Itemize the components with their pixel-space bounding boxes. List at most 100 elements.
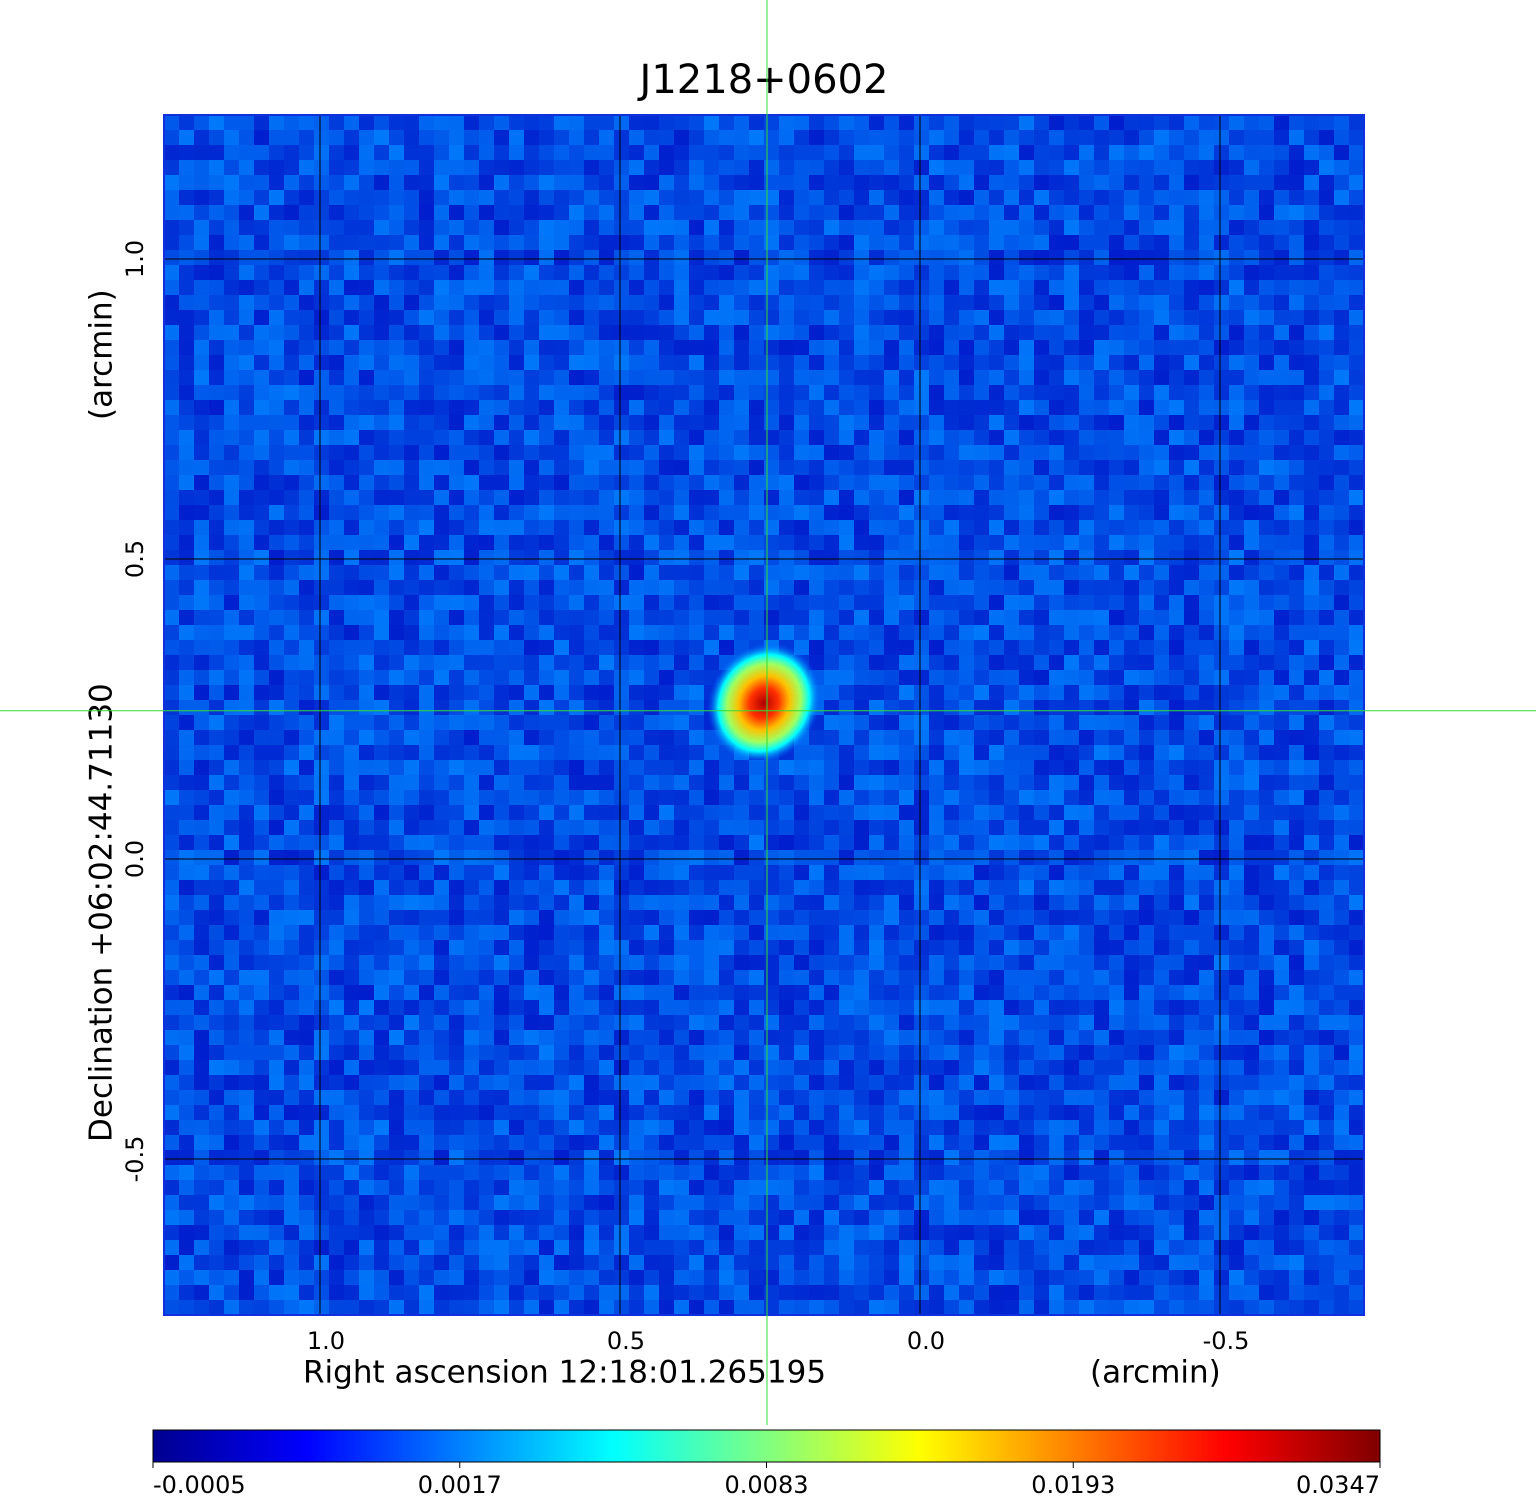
noise-pixel: [539, 1030, 554, 1045]
noise-pixel: [749, 175, 764, 190]
noise-pixel: [1274, 145, 1289, 160]
noise-pixel: [224, 820, 239, 835]
noise-pixel: [1109, 580, 1124, 595]
noise-pixel: [509, 985, 524, 1000]
noise-pixel: [1244, 625, 1259, 640]
noise-pixel: [869, 370, 884, 385]
noise-pixel: [839, 505, 854, 520]
noise-pixel: [494, 340, 509, 355]
noise-pixel: [524, 220, 539, 235]
noise-pixel: [1034, 370, 1049, 385]
noise-pixel: [854, 640, 869, 655]
noise-pixel: [974, 850, 989, 865]
noise-pixel: [539, 340, 554, 355]
noise-pixel: [509, 565, 524, 580]
noise-pixel: [914, 325, 929, 340]
noise-pixel: [899, 985, 914, 1000]
noise-pixel: [974, 220, 989, 235]
noise-pixel: [1019, 685, 1034, 700]
noise-pixel: [899, 265, 914, 280]
noise-pixel: [1214, 610, 1229, 625]
noise-pixel: [569, 340, 584, 355]
noise-pixel: [1334, 790, 1349, 805]
noise-pixel: [464, 685, 479, 700]
noise-pixel: [659, 910, 674, 925]
noise-pixel: [764, 550, 779, 565]
noise-pixel: [284, 370, 299, 385]
noise-pixel: [854, 160, 869, 175]
noise-pixel: [539, 175, 554, 190]
noise-pixel: [929, 925, 944, 940]
noise-pixel: [239, 640, 254, 655]
noise-pixel: [794, 1015, 809, 1030]
noise-pixel: [599, 880, 614, 895]
noise-pixel: [434, 775, 449, 790]
noise-pixel: [1079, 565, 1094, 580]
noise-pixel: [1259, 715, 1274, 730]
noise-pixel: [389, 820, 404, 835]
noise-pixel: [1244, 655, 1259, 670]
noise-pixel: [944, 325, 959, 340]
noise-pixel: [719, 310, 734, 325]
noise-pixel: [809, 520, 824, 535]
noise-pixel: [554, 610, 569, 625]
noise-pixel: [1214, 430, 1229, 445]
noise-pixel: [929, 775, 944, 790]
noise-pixel: [329, 160, 344, 175]
noise-pixel: [554, 640, 569, 655]
noise-pixel: [524, 370, 539, 385]
noise-pixel: [464, 265, 479, 280]
noise-pixel: [164, 340, 179, 355]
noise-pixel: [464, 175, 479, 190]
noise-pixel: [719, 490, 734, 505]
noise-pixel: [974, 865, 989, 880]
noise-pixel: [494, 835, 509, 850]
noise-pixel: [449, 175, 464, 190]
noise-pixel: [929, 820, 944, 835]
noise-pixel: [1199, 565, 1214, 580]
noise-pixel: [1049, 265, 1064, 280]
noise-pixel: [479, 265, 494, 280]
noise-pixel: [434, 280, 449, 295]
noise-pixel: [719, 805, 734, 820]
noise-pixel: [569, 835, 584, 850]
noise-pixel: [434, 475, 449, 490]
noise-pixel: [629, 865, 644, 880]
noise-pixel: [1319, 925, 1334, 940]
noise-pixel: [1214, 985, 1229, 1000]
noise-pixel: [494, 940, 509, 955]
noise-pixel: [629, 355, 644, 370]
noise-pixel: [299, 385, 314, 400]
noise-pixel: [884, 865, 899, 880]
noise-pixel: [1169, 970, 1184, 985]
noise-pixel: [449, 565, 464, 580]
noise-pixel: [704, 355, 719, 370]
noise-pixel: [1004, 685, 1019, 700]
noise-pixel: [1289, 745, 1304, 760]
noise-pixel: [1004, 895, 1019, 910]
noise-pixel: [1274, 475, 1289, 490]
noise-pixel: [1124, 925, 1139, 940]
noise-pixel: [359, 175, 374, 190]
noise-pixel: [494, 475, 509, 490]
noise-pixel: [959, 295, 974, 310]
noise-pixel: [269, 640, 284, 655]
noise-pixel: [644, 685, 659, 700]
noise-pixel: [239, 670, 254, 685]
noise-pixel: [1259, 865, 1274, 880]
noise-pixel: [1289, 400, 1304, 415]
noise-pixel: [224, 475, 239, 490]
noise-pixel: [1169, 610, 1184, 625]
noise-pixel: [494, 715, 509, 730]
noise-pixel: [1019, 295, 1034, 310]
noise-pixel: [644, 715, 659, 730]
noise-pixel: [314, 115, 329, 130]
noise-pixel: [269, 235, 284, 250]
noise-pixel: [584, 730, 599, 745]
noise-pixel: [749, 430, 764, 445]
noise-pixel: [1124, 535, 1139, 550]
noise-pixel: [794, 490, 809, 505]
noise-pixel: [704, 250, 719, 265]
noise-pixel: [764, 790, 779, 805]
noise-pixel: [494, 310, 509, 325]
